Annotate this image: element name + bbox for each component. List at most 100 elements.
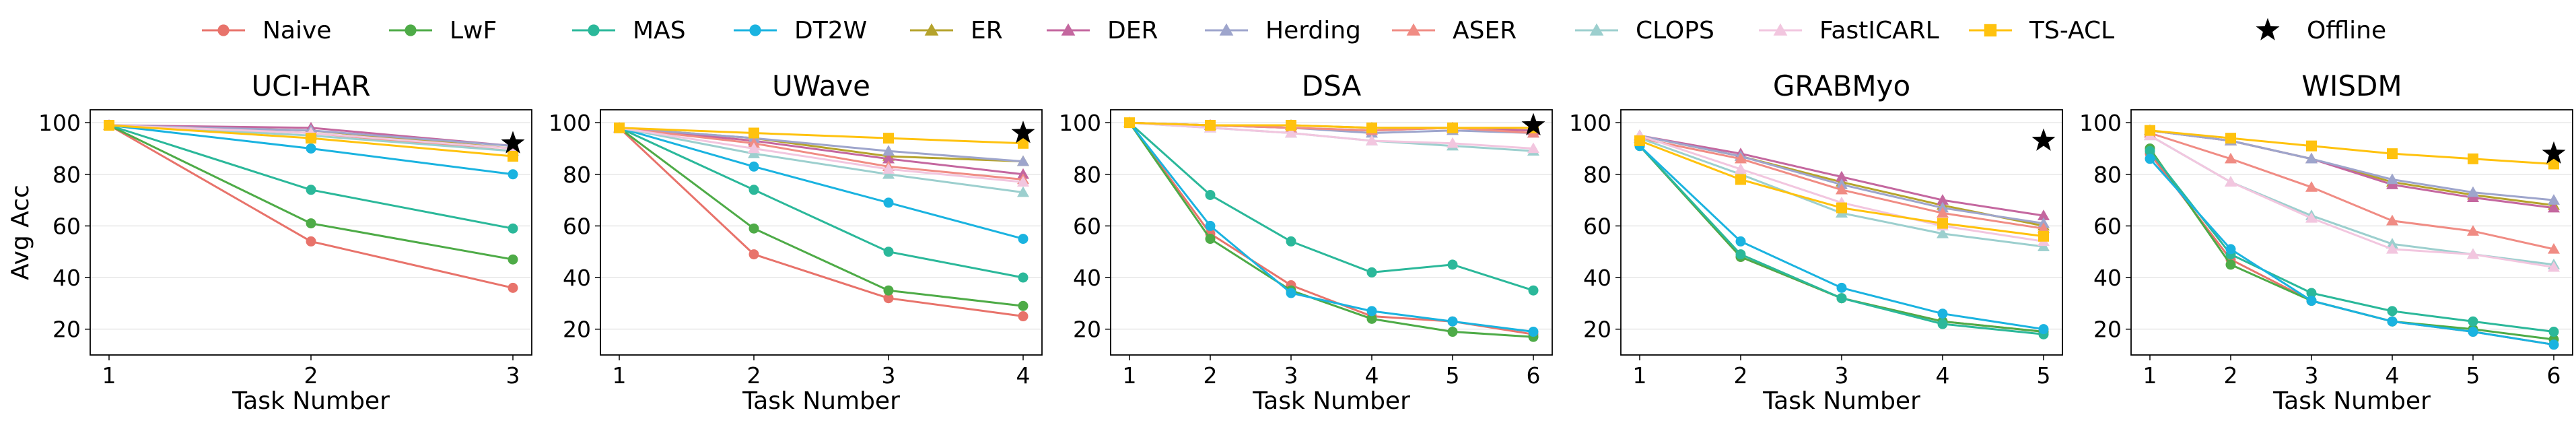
y-tick-label: 40 — [1583, 265, 1611, 291]
data-point — [1447, 316, 1458, 327]
series-line — [619, 127, 1024, 279]
series-line — [2149, 153, 2554, 346]
legend-label: DT2W — [794, 17, 867, 44]
data-point — [2305, 152, 2318, 164]
legend-item-offline: Offline — [2256, 17, 2386, 44]
series-ts-acl — [104, 119, 518, 162]
x-axis-label: Task Number — [2272, 387, 2431, 415]
data-point — [2386, 214, 2398, 226]
data-point — [2225, 152, 2237, 164]
data-point — [2387, 306, 2398, 317]
data-point — [1735, 236, 1746, 247]
y-tick-label: 20 — [2093, 317, 2122, 343]
legend-label: Herding — [1265, 17, 1361, 44]
series-ts-acl — [1634, 135, 2049, 242]
data-point — [1836, 183, 1848, 195]
y-tick-label: 60 — [2093, 213, 2122, 239]
x-tick-label: 3 — [2305, 362, 2319, 389]
x-tick-label: 5 — [2037, 362, 2051, 389]
x-tick-label: 2 — [304, 362, 318, 389]
y-tick-label: 80 — [2093, 162, 2122, 188]
panel-wisdm: 20 40 60 80 100 1 2 3 4 5 6 WISDM Task Number — [2079, 69, 2573, 415]
series-line — [619, 127, 1024, 176]
legend-item-naive: Naive — [202, 17, 331, 44]
data-point — [306, 133, 316, 144]
data-point — [1018, 234, 1029, 245]
x-tick-label: 2 — [1204, 362, 1218, 389]
series-line — [1129, 122, 1534, 292]
y-tick-label: 40 — [1073, 265, 1101, 291]
data-point — [2548, 261, 2560, 272]
series-line — [1129, 121, 1533, 129]
series-line — [1128, 122, 1534, 338]
y-tick-label: 40 — [53, 265, 81, 291]
data-point — [1836, 282, 1847, 293]
x-tick-label: 6 — [1527, 362, 1541, 389]
series-line — [619, 127, 1024, 194]
x-tick-label: 5 — [2466, 362, 2480, 389]
data-point — [2038, 324, 2049, 335]
series-naive — [1124, 117, 1539, 339]
x-tick-label: 2 — [2224, 362, 2238, 389]
data-point — [2548, 339, 2559, 350]
data-point — [1018, 137, 1029, 149]
data-point — [2468, 153, 2478, 164]
data-point — [1937, 319, 1948, 329]
data-point — [508, 169, 518, 180]
legend-marker-triangle — [1219, 23, 1234, 36]
legend-label: ASER — [1453, 17, 1517, 44]
offline-star — [2031, 128, 2056, 151]
series-line — [2149, 129, 2554, 201]
data-point — [306, 185, 316, 195]
y-tick-label: 100 — [1059, 110, 1101, 136]
series-naive — [2145, 148, 2559, 350]
data-point — [1735, 152, 1747, 164]
axes-frame — [1620, 109, 2063, 356]
data-point — [1124, 117, 1135, 129]
legend-label: FastICARL — [1819, 17, 1939, 44]
data-point — [883, 247, 894, 257]
x-tick-label: 1 — [102, 362, 116, 389]
y-tick-label: 60 — [1073, 213, 1101, 239]
series-naive — [614, 123, 1029, 322]
axes-frame — [90, 109, 532, 356]
y-tick-label: 80 — [563, 162, 591, 188]
data-point — [2145, 125, 2155, 136]
data-point — [1634, 135, 1645, 146]
data-point — [883, 285, 894, 296]
data-point — [1017, 155, 1029, 166]
data-point — [2038, 230, 2049, 242]
data-point — [2467, 186, 2479, 197]
legend-marker-circle — [749, 24, 761, 36]
data-point — [2467, 248, 2479, 259]
data-point — [1285, 127, 1297, 138]
series-ts-acl — [2145, 125, 2559, 170]
x-tick-label: 3 — [1284, 362, 1298, 389]
data-point — [1205, 119, 1216, 131]
data-point — [748, 142, 760, 154]
x-tick-label: 4 — [1365, 362, 1379, 389]
data-point — [1528, 285, 1539, 296]
legend-marker-star — [2256, 18, 2280, 40]
legend-marker-square — [1984, 24, 1997, 37]
data-point — [1205, 189, 1216, 200]
data-point — [1528, 327, 1539, 337]
series-dt2w — [1124, 117, 1539, 337]
series-line — [619, 127, 1024, 240]
x-tick-label: 4 — [2386, 362, 2400, 389]
data-point — [749, 249, 759, 260]
data-point — [2306, 296, 2317, 306]
data-point — [2225, 244, 2236, 255]
data-point — [2467, 225, 2479, 236]
data-point — [882, 163, 895, 174]
x-axis-label: Task Number — [1762, 387, 1920, 415]
data-point — [1937, 207, 1949, 218]
data-point — [508, 254, 518, 265]
data-point — [1836, 170, 1848, 182]
chart-title: GRABMyo — [1773, 69, 1910, 102]
data-point — [1366, 134, 1378, 145]
data-point — [1286, 236, 1296, 247]
legend-item-ts-acl: TS-ACL — [1969, 17, 2114, 44]
